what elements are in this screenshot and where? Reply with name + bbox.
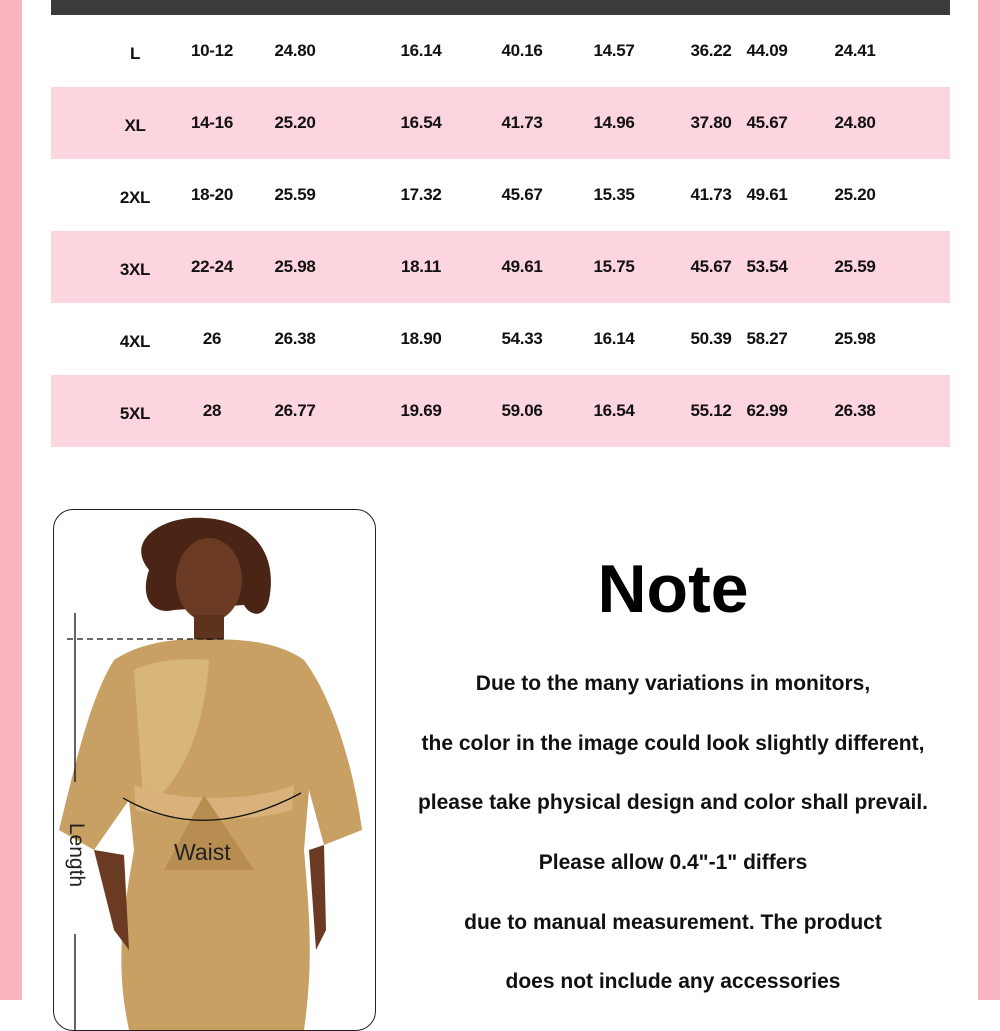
table-cell: 25.20	[274, 113, 316, 132]
table-header-bar	[51, 0, 950, 15]
table-cell: 58.27	[746, 329, 788, 348]
right-pink-border	[978, 0, 1000, 1000]
table-cell: 45.67	[746, 113, 788, 132]
table-cell: 10-12	[191, 41, 233, 60]
table-row: 5XL 28 26.77 19.69 59.06 16.54 55.12 62.99 26.38	[51, 375, 950, 447]
table-cell: 22-24	[191, 257, 233, 276]
table-cell: 16.54	[593, 401, 635, 420]
note-line: due to manual measurement. The product	[464, 911, 882, 934]
table-cell: 25.20	[834, 185, 876, 204]
note-title: Note	[597, 551, 749, 627]
table-cell: 14.96	[593, 113, 635, 132]
table-cell: 26.38	[274, 329, 316, 348]
table-cell: 49.61	[501, 257, 543, 276]
note-line: does not include any accessories	[505, 970, 841, 993]
table-cell: 45.67	[690, 257, 732, 276]
table-cell: 37.80	[690, 113, 732, 132]
size-cell: 3XL	[119, 260, 151, 279]
table-cell: 24.80	[834, 113, 876, 132]
table-cell: 26.38	[834, 401, 876, 420]
table-cell: 25.59	[274, 185, 316, 204]
table-cell: 25.59	[834, 257, 876, 276]
table-cell: 36.22	[690, 41, 732, 60]
table-cell: 18-20	[191, 185, 233, 204]
waist-label: Waist	[174, 839, 231, 865]
table-cell: 15.35	[593, 185, 635, 204]
note-line: Please allow 0.4"-1" differs	[538, 851, 808, 874]
size-cell: 4XL	[119, 332, 151, 351]
model-photo-card	[53, 509, 376, 1031]
table-cell: 62.99	[746, 401, 788, 420]
table-row: L 10-12 24.80 16.14 40.16 14.57 36.22 44.09 24.4…	[51, 15, 950, 87]
table-cell: 16.14	[400, 41, 442, 60]
table-cell: 40.16	[501, 41, 543, 60]
table-cell: 26	[202, 329, 222, 348]
note-line: the color in the image could look slight…	[421, 732, 925, 755]
table-cell: 17.32	[400, 185, 442, 204]
table-cell: 16.14	[593, 329, 635, 348]
table-cell: 24.41	[834, 41, 876, 60]
table-cell: 26.77	[274, 401, 316, 420]
table-cell: 50.39	[690, 329, 732, 348]
table-cell: 18.90	[400, 329, 442, 348]
table-cell: 41.73	[501, 113, 543, 132]
table-cell: 59.06	[501, 401, 543, 420]
table-cell: 44.09	[746, 41, 788, 60]
waist-measure-arc	[122, 792, 302, 821]
note-line: please take physical design and color sh…	[417, 791, 929, 814]
table-cell: 18.11	[400, 257, 442, 276]
table-cell: 41.73	[690, 185, 732, 204]
note-line: Due to the many variations in monitors,	[475, 672, 871, 695]
table-cell: 25.98	[834, 329, 876, 348]
table-cell: 49.61	[746, 185, 788, 204]
size-cell: XL	[124, 116, 146, 135]
table-cell: 45.67	[501, 185, 543, 204]
table-cell: 54.33	[501, 329, 543, 348]
table-cell: 24.80	[274, 41, 316, 60]
table-cell: 14-16	[191, 113, 233, 132]
table-row: XL 14-16 25.20 16.54 41.73 14.96 37.80 45.67 24.…	[51, 87, 950, 159]
table-cell: 14.57	[593, 41, 635, 60]
size-cell: L	[129, 44, 141, 63]
model-photo	[59, 517, 362, 1030]
table-cell: 15.75	[593, 257, 635, 276]
table-cell: 55.12	[690, 401, 732, 420]
table-cell: 25.98	[274, 257, 316, 276]
table-cell: 16.54	[400, 113, 442, 132]
length-label: Length	[65, 822, 89, 888]
table-row: 2XL 18-20 25.59 17.32 45.67 15.35 41.73 49.61 25…	[51, 159, 950, 231]
table-cell: 53.54	[746, 257, 788, 276]
table-cell: 19.69	[400, 401, 442, 420]
size-cell: 5XL	[119, 404, 151, 423]
left-pink-border	[0, 0, 22, 1000]
table-row: 3XL 22-24 25.98 18.11 49.61 15.75 45.67 53.54 25…	[51, 231, 950, 303]
size-cell: 2XL	[119, 188, 151, 207]
table-row: 4XL 26 26.38 18.90 54.33 16.14 50.39 58.27 25.98	[51, 303, 950, 375]
table-cell: 28	[202, 401, 222, 420]
